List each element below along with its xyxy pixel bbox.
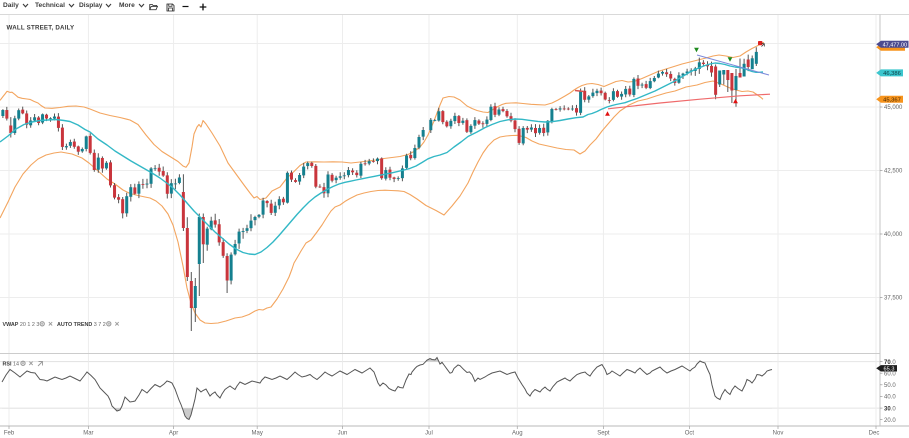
svg-text:65.3: 65.3	[884, 366, 895, 372]
svg-text:Nov: Nov	[773, 431, 784, 437]
svg-text:RSI 14: RSI 14	[3, 362, 20, 368]
svg-text:Oct: Oct	[685, 431, 695, 437]
svg-text:AUTO TREND 3 7 2: AUTO TREND 3 7 2	[57, 322, 106, 328]
svg-text:Sept: Sept	[597, 431, 610, 437]
svg-text:May: May	[252, 431, 263, 437]
svg-text:WALL STREET, DAILY: WALL STREET, DAILY	[7, 25, 76, 32]
svg-text:37,500: 37,500	[884, 296, 903, 302]
svg-text:45,367: 45,367	[883, 97, 901, 103]
svg-text:Jun: Jun	[338, 431, 348, 437]
svg-text:Mar: Mar	[83, 431, 93, 437]
svg-text:Aug: Aug	[512, 431, 523, 437]
svg-text:30.0: 30.0	[884, 406, 896, 412]
svg-text:40.0: 40.0	[884, 395, 896, 401]
svg-text:42,500: 42,500	[884, 169, 903, 175]
svg-text:Feb: Feb	[4, 431, 15, 437]
svg-text:50.0: 50.0	[884, 383, 896, 389]
svg-text:60.0: 60.0	[884, 371, 896, 377]
svg-text:Apr: Apr	[169, 431, 178, 437]
svg-text:40,000: 40,000	[884, 232, 903, 238]
svg-text:70.0: 70.0	[884, 360, 896, 366]
svg-text:47,477.00: 47,477.00	[883, 42, 907, 48]
svg-text:VWAP 20 1 2 3: VWAP 20 1 2 3	[3, 322, 40, 328]
svg-text:46,386: 46,386	[883, 71, 901, 77]
svg-text:Dec: Dec	[869, 431, 880, 437]
svg-text:20.0: 20.0	[884, 418, 896, 424]
svg-text:Jul: Jul	[425, 431, 433, 437]
svg-text:45,000: 45,000	[884, 105, 903, 111]
